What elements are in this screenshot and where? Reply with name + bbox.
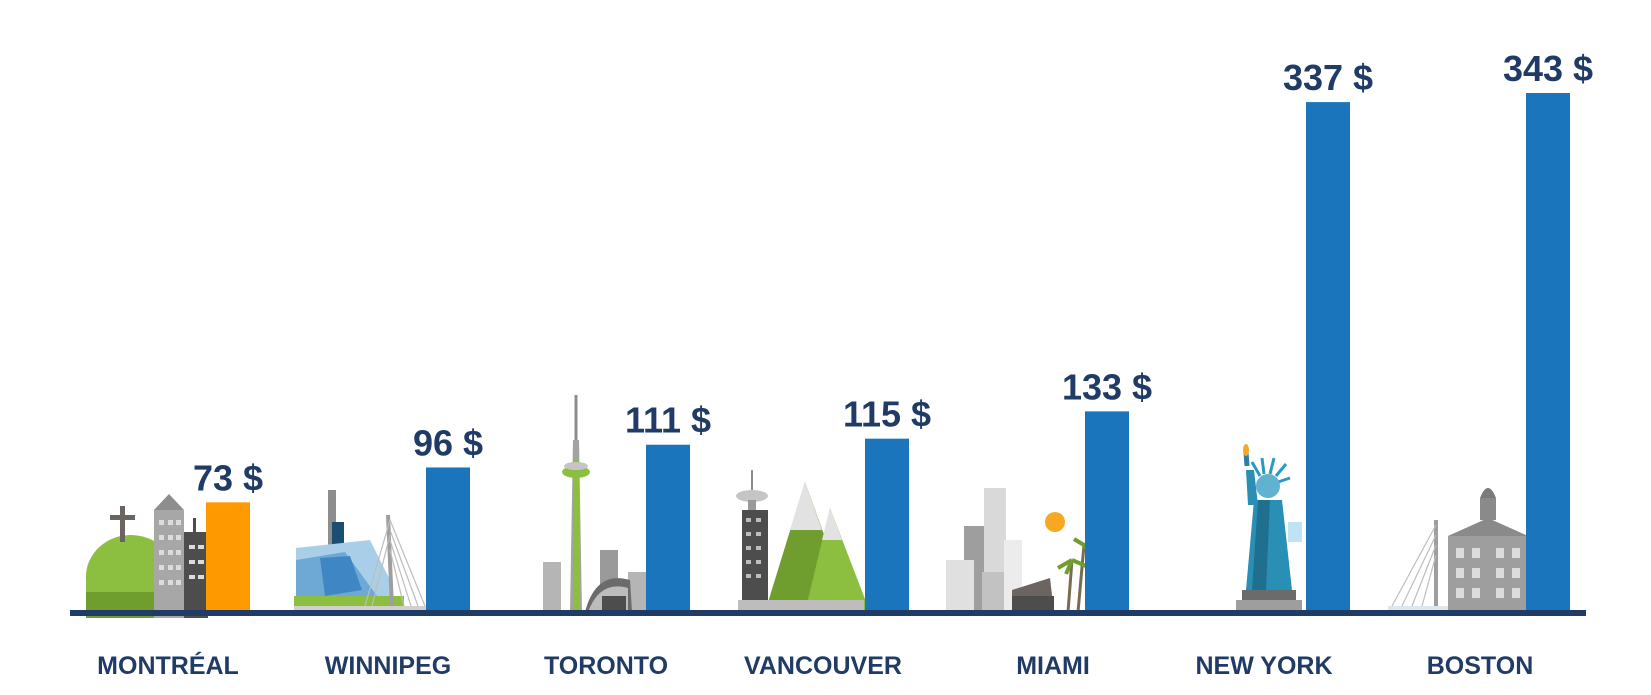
bar-4 — [1085, 411, 1129, 613]
miami-skyline-icon — [946, 488, 1095, 613]
value-label-6: 343 $ — [1503, 48, 1593, 89]
category-label-2: TORONTO — [544, 652, 668, 680]
category-label-0: MONTRÉAL — [97, 651, 239, 680]
value-label-1: 96 $ — [413, 422, 483, 463]
value-label-5: 337 $ — [1283, 57, 1373, 98]
vancouver-skyline-icon — [736, 470, 870, 612]
category-label-1: WINNIPEG — [325, 652, 451, 680]
bar-5 — [1306, 102, 1350, 614]
category-labels-group: MONTRÉAL WINNIPEG TORONTO VANCOUVER MIAMI NEW… — [97, 651, 1533, 680]
winnipeg-skyline-icon — [294, 490, 426, 610]
value-label-2: 111 $ — [625, 400, 711, 441]
category-label-6: BOSTON — [1427, 652, 1534, 680]
bar-0 — [206, 502, 250, 613]
bar-1 — [426, 467, 470, 613]
category-label-3: VANCOUVER — [744, 652, 902, 680]
montreal-skyline-icon — [85, 494, 208, 618]
bars-group — [206, 93, 1570, 614]
statue-of-liberty-icon — [1236, 444, 1302, 612]
category-label-5: NEW YORK — [1195, 652, 1332, 680]
x-axis-baseline — [70, 610, 1586, 616]
value-label-4: 133 $ — [1062, 366, 1152, 407]
bar-6 — [1526, 93, 1570, 613]
category-label-4: MIAMI — [1016, 652, 1090, 680]
boston-skyline-icon — [1388, 488, 1528, 612]
toronto-skyline-icon — [543, 395, 646, 612]
value-label-0: 73 $ — [193, 457, 263, 498]
bar-3 — [865, 438, 909, 613]
bar-2 — [646, 444, 690, 613]
value-label-3: 115 $ — [843, 394, 931, 435]
value-labels-group: 73 $ 96 $ 111 $ 115 $ 133 $ 337 $ 343 $ — [193, 48, 1593, 498]
